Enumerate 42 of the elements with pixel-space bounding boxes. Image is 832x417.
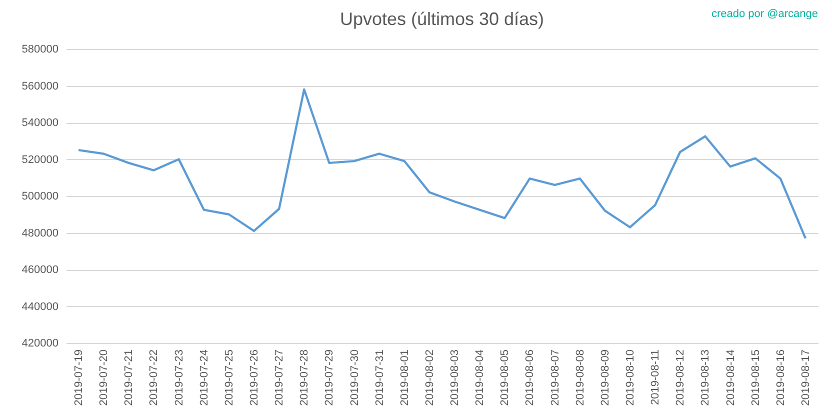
x-tick-label: 2019-07-23 — [173, 350, 186, 406]
chart-title: Upvotes (últimos 30 días) — [340, 9, 544, 29]
x-tick-label: 2019-08-11 — [650, 350, 662, 405]
x-tick-label: 2019-08-16 — [774, 350, 787, 406]
x-tick-label: 2019-07-19 — [73, 350, 86, 406]
x-tick-label: 2019-08-02 — [424, 350, 436, 406]
x-tick-label: 2019-07-26 — [248, 350, 260, 406]
x-tick-label: 2019-08-12 — [674, 350, 687, 406]
y-tick-label: 500000 — [22, 190, 58, 202]
x-tick-label: 2019-07-20 — [98, 350, 110, 406]
x-tick-label: 2019-08-17 — [800, 350, 812, 406]
y-tick-label: 440000 — [22, 300, 58, 313]
y-tick-label: 540000 — [22, 117, 58, 129]
x-tick-label: 2019-07-30 — [348, 350, 361, 406]
x-tick-label: 2019-07-24 — [198, 350, 210, 406]
x-tick-label: 2019-08-06 — [524, 350, 536, 406]
x-tick-label: 2019-07-28 — [298, 350, 311, 406]
x-tick-label: 2019-07-21 — [123, 350, 136, 406]
x-tick-label: 2019-07-29 — [324, 350, 336, 406]
x-tick-label: 2019-08-01 — [398, 350, 411, 406]
x-tick-label: 2019-08-13 — [700, 350, 712, 406]
y-tick-label: 520000 — [22, 154, 58, 166]
x-tick-label: 2019-07-27 — [274, 350, 286, 406]
y-tick-label: 420000 — [22, 338, 58, 350]
x-tick-label: 2019-08-08 — [574, 350, 586, 406]
x-tick-label: 2019-08-15 — [750, 350, 762, 406]
x-tick-label: 2019-08-07 — [549, 350, 562, 406]
y-tick-label: 580000 — [22, 44, 58, 56]
x-tick-label: 2019-07-25 — [223, 350, 236, 406]
y-tick-label: 480000 — [22, 227, 58, 240]
x-tick-label: 2019-08-14 — [724, 350, 737, 406]
y-tick-label: 560000 — [22, 80, 58, 92]
text: creado por @arcange — [711, 8, 818, 20]
x-tick-label: 2019-07-22 — [148, 350, 160, 406]
x-tick-label: 2019-08-04 — [474, 350, 486, 406]
line-series — [77, 88, 807, 240]
x-tick-label: 2019-08-09 — [599, 350, 612, 406]
y-tick-label: 460000 — [22, 264, 58, 276]
x-tick-label: 2019-08-03 — [449, 350, 462, 406]
x-tick-label: 2019-07-31 — [374, 350, 386, 406]
x-tick-label: 2019-08-10 — [624, 350, 636, 406]
x-tick-label: 2019-08-05 — [499, 350, 512, 406]
